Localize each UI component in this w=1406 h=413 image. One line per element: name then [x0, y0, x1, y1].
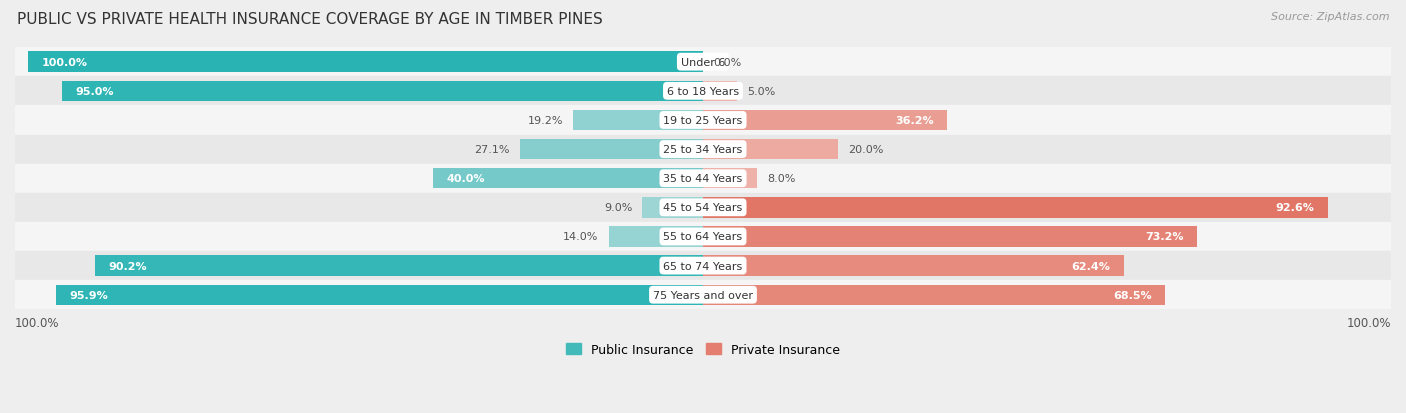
Text: 73.2%: 73.2%	[1144, 232, 1184, 242]
Bar	[574, 111, 703, 131]
Text: 75 Years and over: 75 Years and over	[652, 290, 754, 300]
Text: 0.0%: 0.0%	[713, 57, 741, 67]
Bar	[15, 280, 1391, 309]
Bar	[703, 140, 838, 160]
Bar	[15, 106, 1391, 135]
Text: 35 to 44 Years: 35 to 44 Years	[664, 174, 742, 184]
Text: 5.0%: 5.0%	[747, 87, 775, 97]
Text: 62.4%: 62.4%	[1071, 261, 1111, 271]
Bar	[15, 193, 1391, 222]
Bar	[433, 169, 703, 189]
Bar	[703, 169, 756, 189]
Text: 36.2%: 36.2%	[896, 116, 934, 126]
Text: 65 to 74 Years: 65 to 74 Years	[664, 261, 742, 271]
Bar	[643, 198, 703, 218]
Text: 19.2%: 19.2%	[527, 116, 564, 126]
Bar	[56, 285, 703, 305]
Bar	[15, 77, 1391, 106]
Text: 68.5%: 68.5%	[1114, 290, 1152, 300]
Text: PUBLIC VS PRIVATE HEALTH INSURANCE COVERAGE BY AGE IN TIMBER PINES: PUBLIC VS PRIVATE HEALTH INSURANCE COVER…	[17, 12, 603, 27]
Bar	[703, 81, 737, 102]
Text: 20.0%: 20.0%	[848, 145, 883, 155]
Text: 9.0%: 9.0%	[603, 203, 633, 213]
Bar	[703, 285, 1166, 305]
Text: 95.9%: 95.9%	[70, 290, 108, 300]
Text: 45 to 54 Years: 45 to 54 Years	[664, 203, 742, 213]
Text: 100.0%: 100.0%	[15, 316, 59, 329]
Bar	[62, 81, 703, 102]
Bar	[703, 256, 1123, 276]
Text: 14.0%: 14.0%	[562, 232, 599, 242]
Text: 8.0%: 8.0%	[768, 174, 796, 184]
Bar	[28, 52, 703, 73]
Bar	[15, 135, 1391, 164]
Bar	[15, 164, 1391, 193]
Text: 19 to 25 Years: 19 to 25 Years	[664, 116, 742, 126]
Text: 55 to 64 Years: 55 to 64 Years	[664, 232, 742, 242]
Bar	[15, 222, 1391, 252]
Text: 25 to 34 Years: 25 to 34 Years	[664, 145, 742, 155]
Bar	[15, 252, 1391, 280]
Bar	[703, 227, 1197, 247]
Text: 6 to 18 Years: 6 to 18 Years	[666, 87, 740, 97]
Text: Source: ZipAtlas.com: Source: ZipAtlas.com	[1271, 12, 1389, 22]
Bar	[15, 48, 1391, 77]
Bar	[94, 256, 703, 276]
Text: 27.1%: 27.1%	[475, 145, 510, 155]
Bar	[703, 111, 948, 131]
Text: 95.0%: 95.0%	[76, 87, 114, 97]
Text: 40.0%: 40.0%	[447, 174, 485, 184]
Legend: Public Insurance, Private Insurance: Public Insurance, Private Insurance	[561, 338, 845, 361]
Text: 100.0%: 100.0%	[42, 57, 89, 67]
Text: 92.6%: 92.6%	[1275, 203, 1315, 213]
Text: 100.0%: 100.0%	[1347, 316, 1391, 329]
Bar	[703, 198, 1327, 218]
Bar	[609, 227, 703, 247]
Text: Under 6: Under 6	[681, 57, 725, 67]
Text: 90.2%: 90.2%	[108, 261, 146, 271]
Bar	[520, 140, 703, 160]
